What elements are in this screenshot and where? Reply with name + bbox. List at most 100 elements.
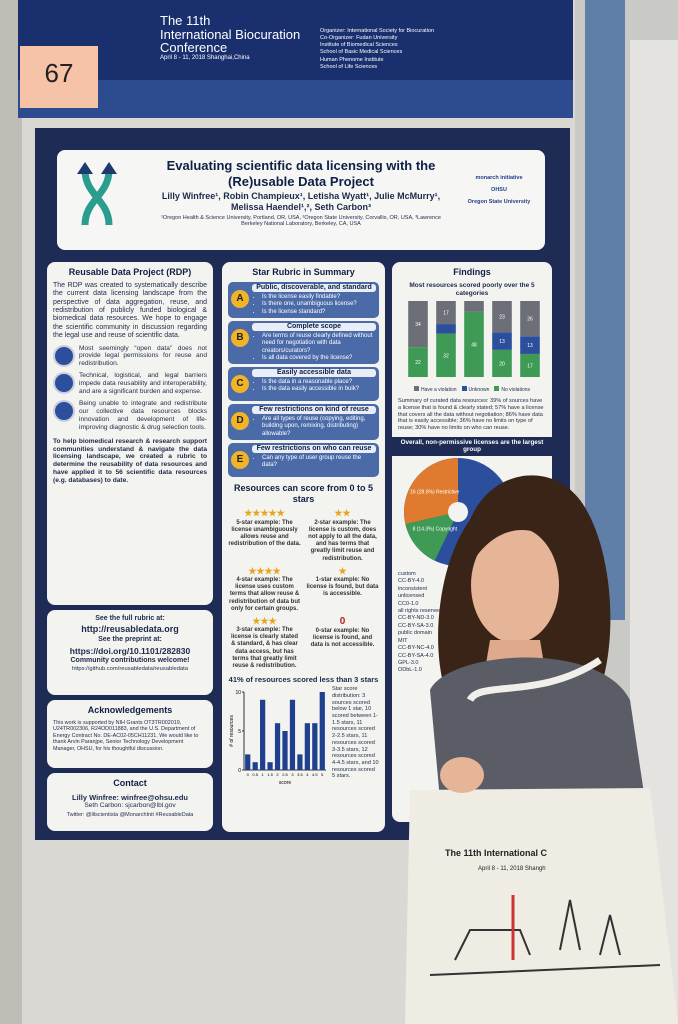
- rubric-letter: D: [231, 411, 249, 430]
- point: Technical, logistical, and legal barrier…: [53, 372, 207, 396]
- license-name: custom: [398, 570, 416, 577]
- point-icon: [53, 372, 75, 395]
- histogram-bar: [252, 762, 258, 771]
- co-organizer: Co-Organizer: Fudan University: [320, 35, 398, 42]
- pie-slice: [405, 511, 458, 561]
- rubric-heading: Complete scope: [252, 322, 376, 332]
- face: [471, 527, 559, 643]
- hand: [440, 757, 484, 793]
- segment-label: 48: [471, 343, 477, 349]
- bag-strap: [466, 657, 602, 703]
- bar-segment: [464, 301, 484, 313]
- bag-text: April 8 - 11, 2018 Shangh: [478, 866, 546, 872]
- histogram-bar: [289, 699, 296, 771]
- rubric-heading: Public, discoverable, and standard: [252, 283, 376, 293]
- board-number: 67: [44, 58, 74, 88]
- example: ★★★★★ 5-star example: The license unambig…: [228, 508, 301, 562]
- star: ★: [334, 508, 343, 519]
- segment-label: 26: [527, 317, 533, 323]
- histogram-row: 0 5 10 0 0.5 1 1.5 2 2.5 3 3.5 4 4.5 5 score # of resou…: [228, 686, 379, 786]
- panel-heading: Star Rubric in Summary: [252, 267, 355, 277]
- segment-label: 17: [443, 311, 449, 317]
- rubric-bullet: Are all types of reuse (copying, editing…: [262, 416, 376, 438]
- school: Human Phenome Institute: [320, 56, 384, 63]
- license-name: CC-BY-ND-3.0: [398, 615, 434, 622]
- banner-organizers: Organizer: International Society for Bio…: [320, 28, 434, 71]
- y-tick-label: 5: [238, 729, 241, 735]
- rubric-letter: B: [231, 328, 249, 347]
- star-row: ★: [306, 566, 379, 577]
- rubric-letter: A: [231, 289, 249, 308]
- bar-segment: [520, 354, 540, 378]
- rubric-bullet: Can any type of user group reuse the dat…: [262, 455, 376, 469]
- legend-swatch: [413, 386, 419, 392]
- rdp-panel: Reusable Data Project (RDP) The RDP was c…: [47, 262, 213, 605]
- example: ★★★ 3-star example: The license is clearl…: [228, 616, 301, 670]
- x-tick-label: 1: [262, 772, 265, 777]
- star: ★: [272, 565, 281, 576]
- banner-title: The 11th International Biocuration Confe…: [160, 14, 300, 61]
- star-row: ★★: [306, 508, 379, 519]
- x-tick-label: 2.5: [282, 772, 288, 777]
- license-name: MIT: [398, 637, 408, 644]
- segment-label: 23: [499, 315, 505, 321]
- license-name: public domain: [398, 630, 432, 637]
- rubric-bullet: Is the data easily accessible in bulk?: [262, 386, 376, 393]
- license-name: GPL-3.0: [398, 659, 419, 666]
- bag-text: The 11th International C: [445, 848, 548, 858]
- point: Being unable to integrate and redistribu…: [53, 399, 207, 432]
- star: ★: [260, 615, 269, 626]
- legend: Have a violation Unknown No violations: [398, 386, 546, 393]
- number-card: [20, 46, 98, 108]
- bar-segment: [492, 350, 512, 378]
- star: ★: [260, 508, 269, 519]
- rubric-bullet: Is the license easily findable?: [262, 294, 376, 301]
- rubric-bullets: Are all types of reuse (copying, editing…: [254, 416, 376, 438]
- rubric-bullet: Is there one, unambiguous license?: [262, 301, 376, 308]
- links-panel: See the full rubric at: http://reusableda…: [47, 610, 213, 695]
- bar-segment: [520, 301, 540, 337]
- link-text: Community contributions welcome!: [70, 656, 190, 664]
- rubric-letter: E: [231, 450, 249, 469]
- x-tick-label: 0: [247, 772, 250, 777]
- panel-heading: Contact: [113, 778, 147, 788]
- license-name: CC-BY-SA-3.0: [398, 622, 434, 629]
- bar-segment: [492, 332, 512, 351]
- example: ★★★★ 4-star example: The license uses cus…: [228, 566, 301, 613]
- bag-skyline: [429, 899, 661, 976]
- example-text: 5-star example: The license unambiguousl…: [228, 519, 301, 548]
- link-text: http://reusabledata.org: [81, 624, 179, 635]
- x-axis-label: score: [279, 780, 291, 786]
- logo-text: monarch initiative: [475, 175, 523, 181]
- hair-front: [474, 511, 568, 560]
- x-tick-label: 2: [276, 772, 279, 777]
- title-box: Evaluating scientific data licensing wit…: [57, 150, 545, 250]
- star-row: 0: [306, 616, 379, 628]
- y-axis-label: # of resources: [229, 715, 235, 747]
- histogram-caption: Star score distribution: 3 sources score…: [332, 686, 379, 780]
- rubric-letter: C: [231, 374, 249, 393]
- example-text: 1-star example: No license is found, but…: [306, 576, 379, 598]
- legend-item: Have a violation: [413, 386, 457, 393]
- x-tick-label: 3.5: [297, 772, 303, 777]
- examples: ★★★★★ 5-star example: The license unambig…: [228, 508, 379, 670]
- histogram-bar: [297, 754, 303, 771]
- panel-heading: Resources can score from 0 to 5 stars: [233, 482, 374, 504]
- link-text: See the full rubric at:: [95, 615, 165, 622]
- legend-label: Unknown: [468, 387, 490, 394]
- license-name: unlicensed: [398, 593, 425, 600]
- histogram-title: 41% of resources scored less than 3 star…: [228, 675, 379, 685]
- panel-heading: Acknowledgements: [87, 705, 173, 715]
- ack-text: This work is supported by NIH Grants OT3…: [53, 719, 199, 752]
- rubric-bullet: Is the data in a reasonable place?: [262, 379, 376, 386]
- summary: Summary of curated data resources: 39% o…: [398, 398, 544, 432]
- example: ★★ 2-star example: The license is custom,…: [306, 508, 379, 562]
- star: ★: [252, 615, 261, 626]
- star: ★: [338, 565, 347, 576]
- contact: Lilly Winfree: winfree@ohsu.edu: [71, 792, 188, 802]
